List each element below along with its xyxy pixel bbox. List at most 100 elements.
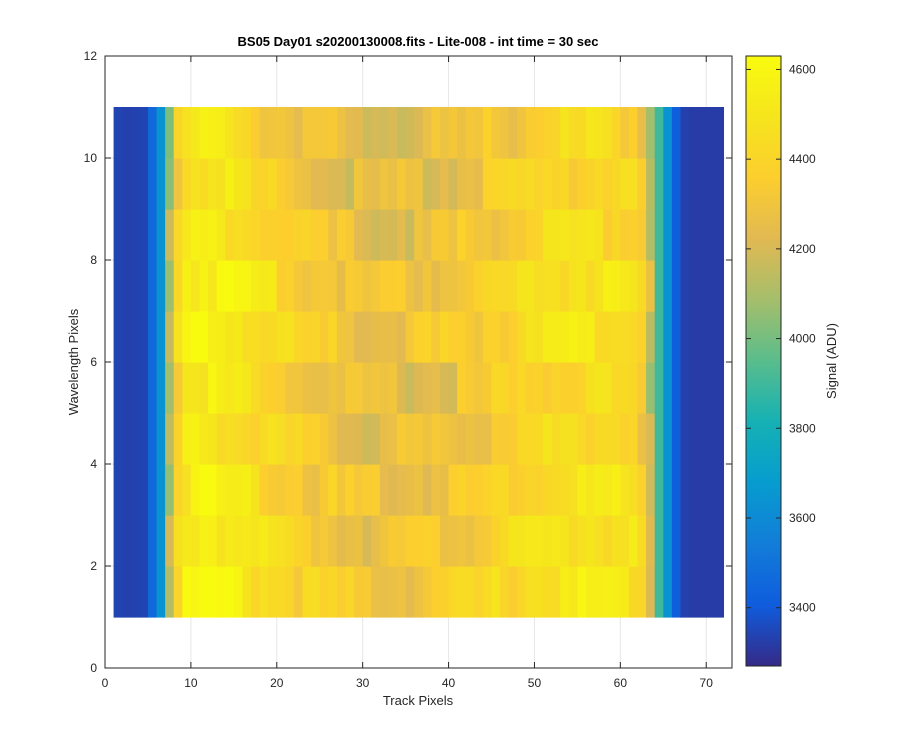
heatmap-cell: [637, 158, 647, 210]
heatmap-cell: [560, 566, 570, 618]
heatmap-cell: [697, 260, 707, 312]
colorbar-tick-label: 4400: [789, 152, 816, 166]
heatmap-cell: [714, 209, 725, 261]
heatmap-cell: [165, 260, 175, 312]
heatmap-cell: [190, 464, 201, 516]
heatmap-cell: [354, 566, 364, 618]
heatmap-cell: [225, 413, 235, 465]
heatmap-cell: [225, 515, 235, 567]
heatmap-cell: [293, 260, 304, 312]
heatmap-cell: [182, 209, 192, 261]
heatmap-cell: [697, 107, 707, 159]
heatmap-cell: [379, 209, 390, 261]
heatmap-cell: [500, 260, 510, 312]
heatmap-cell: [620, 311, 630, 363]
heatmap-cell: [560, 362, 570, 414]
heatmap-cell: [551, 413, 561, 465]
heatmap-cell: [113, 158, 123, 210]
heatmap-cell: [585, 158, 596, 210]
heatmap-cell: [242, 566, 252, 618]
heatmap-cell: [568, 158, 578, 210]
heatmap-cell: [405, 158, 415, 210]
heatmap-cell: [646, 260, 656, 312]
heatmap-cell: [457, 413, 467, 465]
heatmap-cell: [680, 362, 690, 414]
heatmap-cell: [139, 107, 149, 159]
heatmap-cell: [448, 566, 458, 618]
heatmap-cell: [585, 464, 596, 516]
heatmap-cell: [225, 311, 235, 363]
heatmap-cell: [671, 464, 682, 516]
heatmap-cell: [457, 464, 467, 516]
heatmap-cell: [190, 260, 201, 312]
heatmap-cell: [517, 566, 527, 618]
heatmap-cell: [457, 209, 467, 261]
heatmap-cell: [568, 209, 578, 261]
heatmap-cell: [517, 413, 527, 465]
heatmap-cell: [482, 107, 493, 159]
heatmap-cell: [628, 515, 639, 567]
heatmap-cell: [714, 464, 725, 516]
heatmap-cell: [534, 311, 544, 363]
heatmap-cell: [414, 464, 424, 516]
heatmap-cell: [663, 464, 673, 516]
heatmap-cell: [620, 158, 630, 210]
heatmap-cell: [671, 413, 682, 465]
heatmap-cell: [697, 362, 707, 414]
heatmap-cell: [611, 107, 621, 159]
heatmap-cell: [182, 464, 192, 516]
heatmap-cell: [199, 209, 209, 261]
heatmap-cell: [414, 362, 424, 414]
heatmap-cell: [113, 362, 123, 414]
y-tick-label: 10: [84, 151, 98, 165]
heatmap-cell: [354, 260, 364, 312]
heatmap-cell: [302, 566, 312, 618]
heatmap-cell: [233, 413, 244, 465]
heatmap-cell: [388, 362, 398, 414]
heatmap-cell: [551, 209, 561, 261]
heatmap-cell: [474, 158, 484, 210]
heatmap-cell: [130, 158, 140, 210]
heatmap-cell: [251, 362, 261, 414]
heatmap-cell: [671, 362, 682, 414]
heatmap-cell: [130, 464, 140, 516]
heatmap-cell: [671, 566, 682, 618]
heatmap-cell: [697, 311, 707, 363]
heatmap-cell: [697, 566, 707, 618]
heatmap-cell: [637, 362, 647, 414]
heatmap-cell: [362, 260, 372, 312]
heatmap-cell: [165, 158, 175, 210]
heatmap-cell: [585, 209, 596, 261]
heatmap-cell: [405, 311, 415, 363]
heatmap-cell: [285, 311, 295, 363]
heatmap-cell: [646, 362, 656, 414]
heatmap-cell: [603, 566, 613, 618]
heatmap-cell: [482, 362, 493, 414]
heatmap-cell: [439, 260, 450, 312]
heatmap-cell: [568, 515, 578, 567]
heatmap-cell: [242, 260, 252, 312]
heatmap-cell: [508, 566, 518, 618]
heatmap-cell: [543, 362, 553, 414]
heatmap-cell: [706, 566, 716, 618]
heatmap-cell: [637, 260, 647, 312]
heatmap-cell: [543, 107, 553, 159]
heatmap-cell: [268, 515, 278, 567]
heatmap-cell: [603, 413, 613, 465]
heatmap-cell: [190, 413, 201, 465]
heatmap-cell: [173, 158, 183, 210]
heatmap-cell: [594, 107, 604, 159]
heatmap-cell: [173, 515, 183, 567]
heatmap-cell: [285, 566, 295, 618]
heatmap-cell: [113, 107, 123, 159]
y-axis-ticks: 0 2 4 6 8 10 12: [84, 49, 732, 675]
heatmap-cell: [336, 362, 347, 414]
heatmap-cell: [474, 362, 484, 414]
heatmap-cell: [646, 566, 656, 618]
heatmap-cell: [620, 107, 630, 159]
heatmap-cell: [379, 464, 390, 516]
heatmap-cell: [285, 260, 295, 312]
heatmap-cell: [654, 209, 664, 261]
heatmap-cell: [242, 311, 252, 363]
heatmap-cell: [525, 515, 536, 567]
